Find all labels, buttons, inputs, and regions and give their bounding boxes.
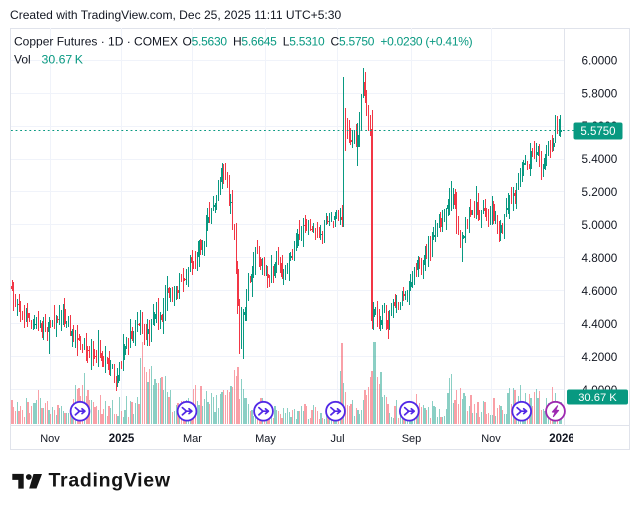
svg-text:O5.5630 H5.6645 L5.5310 C5.: O5.5630 H5.6645 L5.5310 C5.5750 +0.0230 … bbox=[183, 34, 473, 48]
svg-text:Nov: Nov bbox=[481, 433, 501, 445]
svg-text:30.67 K: 30.67 K bbox=[42, 52, 84, 66]
svg-text:4.4000: 4.4000 bbox=[582, 318, 618, 331]
svg-text:5.2000: 5.2000 bbox=[582, 186, 618, 199]
svg-text:Created with TradingView.com,: Created with TradingView.com, Dec 25, 20… bbox=[10, 8, 341, 22]
svg-text:Vol: Vol bbox=[14, 52, 31, 66]
svg-text:5.5750: 5.5750 bbox=[580, 126, 615, 138]
svg-text:2025: 2025 bbox=[109, 433, 135, 445]
svg-text:2026: 2026 bbox=[549, 433, 575, 445]
svg-text:30.67 K: 30.67 K bbox=[578, 392, 617, 404]
svg-text:Copper Futures · 1D · COMEX: Copper Futures · 1D · COMEX bbox=[14, 34, 178, 48]
svg-text:5.8000: 5.8000 bbox=[582, 87, 618, 100]
svg-text:TradingView: TradingView bbox=[49, 470, 171, 492]
svg-text:5.0000: 5.0000 bbox=[582, 219, 618, 232]
svg-text:6.0000: 6.0000 bbox=[582, 54, 618, 67]
svg-text:Jul: Jul bbox=[330, 433, 344, 445]
svg-text:May: May bbox=[255, 433, 276, 445]
svg-text:4.2000: 4.2000 bbox=[582, 351, 618, 364]
svg-text:Mar: Mar bbox=[183, 433, 202, 445]
svg-text:4.8000: 4.8000 bbox=[582, 252, 618, 265]
svg-text:4.6000: 4.6000 bbox=[582, 285, 618, 298]
svg-text:5.4000: 5.4000 bbox=[582, 153, 618, 166]
svg-text:Sep: Sep bbox=[402, 433, 422, 445]
svg-text:Nov: Nov bbox=[40, 433, 60, 445]
